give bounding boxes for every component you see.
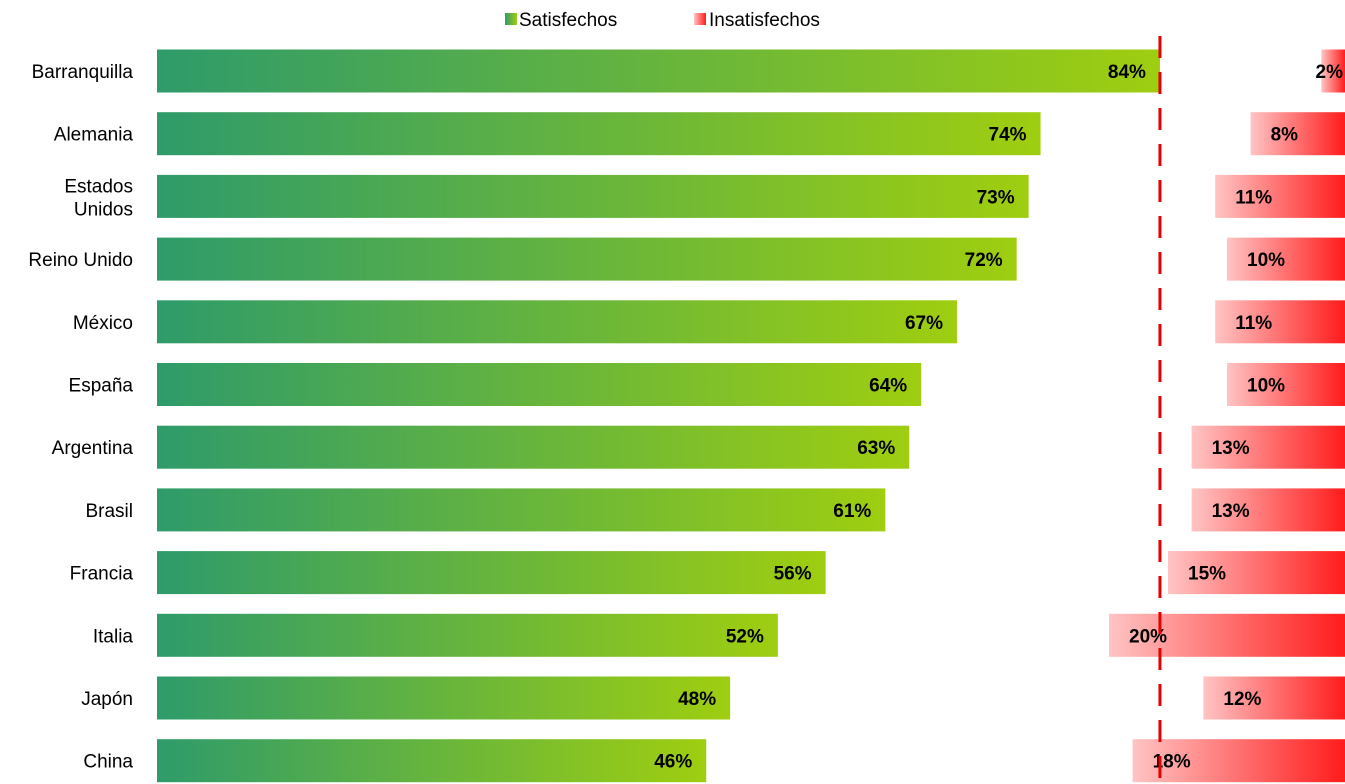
insatisfechos-bars: [1109, 49, 1345, 783]
value-label-insatisfechos-brasil: 13%: [1212, 501, 1250, 522]
value-label-satisfechos-estados-unidos: 73%: [977, 187, 1015, 208]
bar-satisfechos-mexico: [157, 300, 957, 344]
insatisfechos-value-labels: 2% 8% 11% 10% 11% 10% 13% 13% 15% 20% 12% 18%: [1129, 62, 1343, 773]
value-label-insatisfechos-espana: 10%: [1247, 376, 1285, 397]
satisfechos-bars: [157, 49, 1160, 783]
value-label-satisfechos-italia: 52%: [726, 626, 764, 647]
bar-insatisfechos-estados-unidos: [1215, 174, 1345, 218]
bar-satisfechos-argentina: [157, 425, 910, 469]
value-label-satisfechos-espana: 64%: [869, 376, 907, 397]
category-label-barranquilla: Barranquilla: [32, 62, 134, 83]
bar-insatisfechos-francia: [1168, 551, 1345, 595]
category-label-brasil: Brasil: [85, 501, 133, 522]
bar-satisfechos-francia: [157, 551, 826, 595]
bar-insatisfechos-japon: [1203, 676, 1345, 720]
category-label-estados-unidos: Estados Unidos: [64, 176, 133, 220]
value-label-satisfechos-japon: 48%: [678, 689, 716, 710]
satisfechos-value-labels: 84% 74% 73% 72% 67% 64% 63% 61% 56% 52% 48% 46%: [654, 62, 1146, 773]
legend-swatch-satisfechos: [505, 13, 517, 25]
value-label-satisfechos-mexico: 67%: [905, 313, 943, 334]
legend-label-satisfechos: Satisfechos: [519, 10, 617, 31]
bar-satisfechos-alemania: [157, 112, 1041, 156]
category-label-argentina: Argentina: [52, 438, 134, 459]
bar-insatisfechos-espana: [1227, 363, 1345, 406]
bar-insatisfechos-reino-unido: [1227, 237, 1345, 281]
category-label-francia: Francia: [70, 564, 134, 585]
category-label-japon: Japón: [81, 689, 133, 710]
value-label-insatisfechos-china: 18%: [1153, 752, 1191, 773]
bar-satisfechos-reino-unido: [157, 237, 1017, 281]
legend-swatch-insatisfechos: [694, 13, 706, 25]
category-label-china: China: [83, 752, 133, 773]
category-label-alemania: Alemania: [54, 125, 134, 146]
bar-satisfechos-barranquilla: [157, 49, 1160, 93]
bar-satisfechos-china: [157, 739, 707, 783]
bar-satisfechos-estados-unidos: [157, 174, 1029, 218]
value-label-insatisfechos-reino-unido: 10%: [1247, 250, 1285, 271]
category-label-reino-unido: Reino Unido: [28, 250, 133, 271]
bar-insatisfechos-mexico: [1215, 300, 1345, 344]
value-label-insatisfechos-estados-unidos: 11%: [1235, 187, 1272, 208]
value-label-insatisfechos-francia: 15%: [1188, 564, 1226, 585]
value-label-satisfechos-reino-unido: 72%: [965, 250, 1003, 271]
bar-satisfechos-italia: [157, 613, 778, 657]
bar-satisfechos-espana: [157, 363, 922, 406]
value-label-insatisfechos-japon: 12%: [1223, 689, 1261, 710]
value-label-insatisfechos-italia: 20%: [1129, 626, 1167, 647]
bar-insatisfechos-brasil: [1191, 488, 1345, 532]
category-label-italia: Italia: [93, 626, 134, 647]
bar-insatisfechos-italia: [1109, 613, 1345, 657]
value-label-insatisfechos-mexico: 11%: [1235, 313, 1272, 334]
bar-satisfechos-japon: [157, 676, 731, 720]
category-labels: Barranquilla Alemania Estados Unidos Reino U…: [28, 62, 133, 773]
value-label-satisfechos-alemania: 74%: [989, 125, 1027, 146]
bar-insatisfechos-argentina: [1191, 425, 1345, 469]
bar-insatisfechos-barranquilla: [1321, 49, 1345, 93]
category-label-espana: España: [69, 376, 134, 397]
bar-satisfechos-brasil: [157, 488, 886, 532]
value-label-satisfechos-argentina: 63%: [857, 438, 895, 459]
bar-insatisfechos-alemania: [1250, 112, 1345, 156]
bar-insatisfechos-china: [1132, 739, 1345, 783]
value-label-satisfechos-brasil: 61%: [833, 501, 871, 522]
category-label-mexico: México: [73, 313, 133, 334]
value-label-satisfechos-francia: 56%: [774, 564, 812, 585]
value-label-satisfechos-china: 46%: [654, 752, 692, 773]
legend-label-insatisfechos: Insatisfechos: [709, 10, 820, 31]
legend: Satisfechos Insatisfechos: [505, 10, 820, 31]
value-label-insatisfechos-barranquilla: 2%: [1316, 62, 1344, 83]
value-label-satisfechos-barranquilla: 84%: [1108, 62, 1146, 83]
value-label-insatisfechos-alemania: 8%: [1271, 125, 1299, 146]
value-label-insatisfechos-argentina: 13%: [1212, 438, 1250, 459]
